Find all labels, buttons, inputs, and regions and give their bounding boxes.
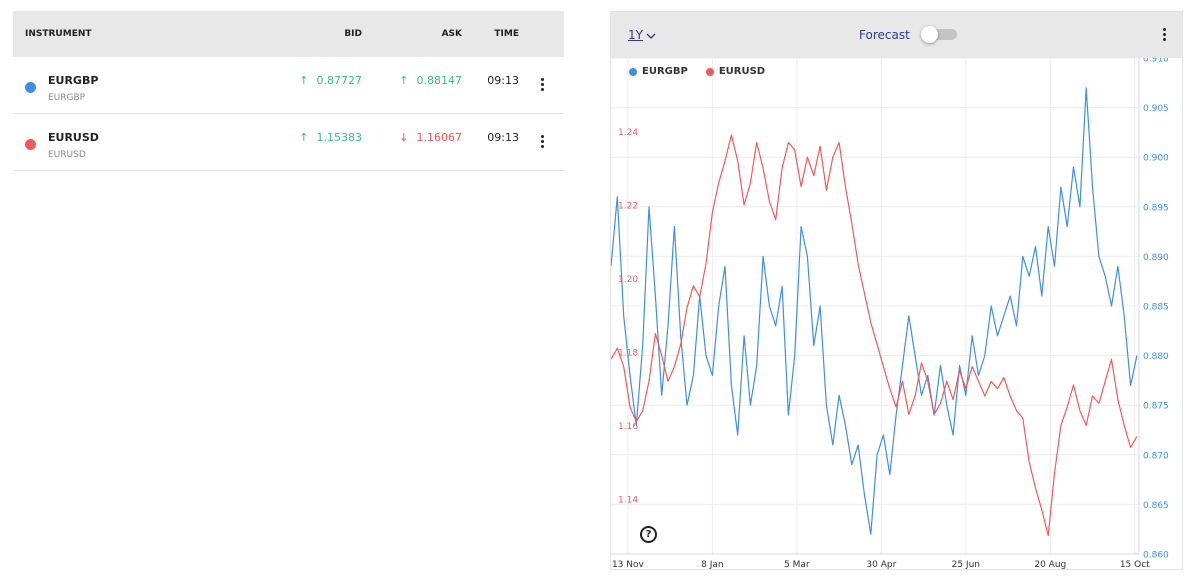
column-header-time[interactable]: TIME	[494, 29, 519, 39]
series-color-dot	[25, 139, 36, 150]
y-right-tick-label: 0.865	[1143, 501, 1169, 511]
y-left-tick-label: 1.22	[618, 201, 638, 211]
x-tick-label: 25 Jun	[952, 560, 980, 570]
column-header-ask[interactable]: ASK	[441, 29, 462, 39]
y-right-tick-label: 0.895	[1143, 203, 1169, 213]
forecast-toggle[interactable]	[921, 26, 957, 43]
y-right-tick-label: 0.905	[1143, 104, 1169, 114]
y-right-tick-label: 0.885	[1143, 303, 1169, 313]
chart-toolbar: 1Y Forecast	[611, 12, 1182, 58]
chevron-down-icon	[646, 33, 656, 39]
row-menu-kebab-icon[interactable]	[538, 134, 546, 150]
y-left-tick-label: 1.16	[618, 422, 638, 432]
y-left-tick-label: 1.14	[618, 495, 638, 505]
arrow-up-icon: ↑	[299, 74, 309, 87]
ask-price: ↑ 0.88147	[399, 74, 462, 87]
quote-time: 09:13	[487, 74, 519, 87]
row-menu-kebab-icon[interactable]	[538, 77, 546, 93]
line-chart: 0.865 0.870 0.875 0.880 0.885 0.890 0.895 0.900…	[611, 58, 1169, 570]
ask-price: ↓ 1.16067	[399, 131, 462, 144]
instrument-symbol: EURUSD	[48, 131, 99, 144]
table-row-eurusd[interactable]: EURUSD EURUSD ↑ 1.15383 ↓ 1.16067 09:13	[13, 114, 564, 171]
y-right-tick-label: 0.870	[1143, 451, 1169, 461]
y-left-tick-label: 1.20	[618, 275, 638, 285]
arrow-down-icon: ↓	[399, 131, 409, 144]
watchlist-table: INSTRUMENT BID ASK TIME EURGBP EURGBP ↑ 0…	[13, 11, 564, 171]
chart-panel: 1Y Forecast 0.865 0.870 0.875 0.880 0.885 0.8…	[610, 11, 1183, 570]
arrow-up-icon: ↑	[399, 74, 409, 87]
column-header-instrument[interactable]: INSTRUMENT	[25, 29, 92, 39]
y-right-tick-label: 0.910	[1143, 58, 1169, 65]
legend-item-eurgbp[interactable]: EURGBP	[629, 66, 688, 77]
series-color-dot	[25, 82, 36, 93]
series-line-eurgbp	[611, 87, 1138, 535]
y-right-tick-label: 0.890	[1143, 253, 1169, 263]
instrument-subtitle: EURUSD	[48, 150, 86, 160]
range-selector[interactable]: 1Y	[628, 28, 656, 42]
chart-menu-kebab-icon[interactable]	[1160, 27, 1168, 43]
x-tick-label: 15 Oct	[1120, 560, 1150, 570]
y-right-tick-label: 0.900	[1143, 154, 1169, 164]
bid-price: ↑ 1.15383	[299, 131, 362, 144]
forecast-label: Forecast	[859, 28, 910, 42]
instrument-symbol: EURGBP	[48, 74, 99, 87]
x-tick-label: 20 Aug	[1034, 560, 1066, 570]
table-row-eurgbp[interactable]: EURGBP EURGBP ↑ 0.87727 ↑ 0.88147 09:13	[13, 57, 564, 114]
bid-price: ↑ 0.87727	[299, 74, 362, 87]
x-tick-label: 13 Nov	[612, 560, 645, 570]
x-tick-label: 30 Apr	[866, 560, 896, 570]
watchlist-header: INSTRUMENT BID ASK TIME	[13, 11, 564, 57]
y-left-tick-label: 1.24	[618, 128, 638, 138]
series-line-eurusd	[611, 134, 1138, 537]
quote-time: 09:13	[487, 131, 519, 144]
help-icon[interactable]: ?	[640, 526, 657, 543]
y-right-tick-label: 0.880	[1143, 352, 1169, 362]
legend-item-eurusd[interactable]: EURUSD	[705, 66, 765, 77]
arrow-up-icon: ↑	[299, 131, 309, 144]
y-right-tick-label: 0.875	[1143, 402, 1169, 412]
instrument-subtitle: EURGBP	[48, 93, 86, 103]
x-tick-label: 5 Mar	[784, 560, 810, 570]
chart-legend: EURGBP EURUSD	[629, 66, 765, 77]
column-header-bid[interactable]: BID	[344, 29, 362, 39]
y-right-tick-label: 0.860	[1143, 551, 1169, 561]
x-tick-label: 8 Jan	[701, 560, 723, 570]
